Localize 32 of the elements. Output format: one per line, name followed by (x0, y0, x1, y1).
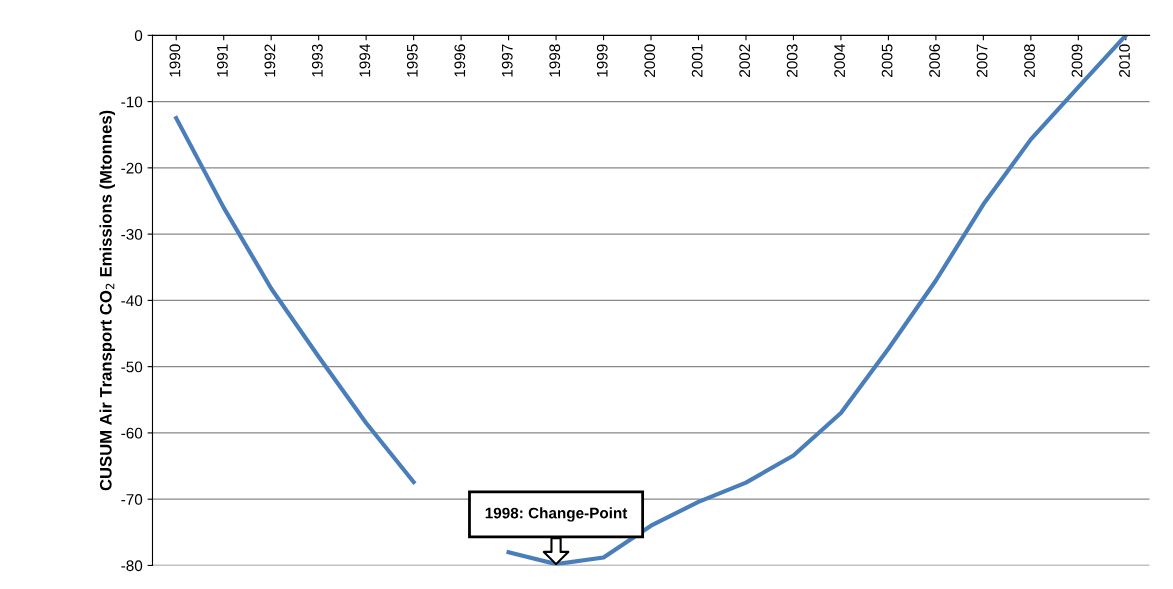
x-tick-label: 2005 (881, 44, 893, 77)
y-tick-label: -40 (121, 295, 143, 307)
x-tick-label: 2001 (691, 44, 703, 77)
annotation: 1998: Change-Point (485, 507, 628, 522)
x-tick-label: 2000 (644, 44, 656, 77)
y-tick-label: -10 (121, 96, 143, 108)
x-tick-label: 1997 (501, 44, 513, 77)
x-tick-label: 2006 (929, 44, 940, 77)
x-tick-label: 1998 (549, 44, 561, 77)
x-tick-label: 2003 (786, 44, 798, 77)
x-tick-label: 2010 (1119, 44, 1130, 77)
x-tick-label: 2004 (834, 44, 846, 77)
x-tick-label: 1991 (216, 44, 228, 77)
x-tick-label: 1993 (311, 44, 323, 77)
x-tick-label: 1992 (264, 44, 276, 77)
y-axis-title: CUSUM Air Transport CO$_{2}$ Emissions (Mtonnes) (99, 110, 115, 491)
x-tick-label: 2009 (1071, 44, 1083, 77)
x-tick-label: 1999 (596, 44, 608, 77)
y-tick-label: -30 (121, 229, 143, 240)
y-tick-label: -60 (121, 427, 143, 439)
y-tick-label: -80 (121, 560, 143, 572)
x-tick-label: 1994 (359, 44, 371, 77)
x-tick-label: 2002 (739, 44, 751, 77)
y-tick-label: -70 (121, 494, 143, 505)
y-tick-label: -50 (121, 361, 143, 373)
y-tick-label: -20 (121, 162, 143, 174)
x-tick-label: 1996 (454, 44, 466, 77)
x-tick-label: 2008 (1024, 44, 1035, 77)
x-tick-label: 1995 (406, 44, 418, 77)
x-tick-label: 2007 (976, 44, 988, 77)
x-tick-label: 1990 (169, 44, 181, 77)
y-tick-label: 0 (134, 30, 143, 42)
